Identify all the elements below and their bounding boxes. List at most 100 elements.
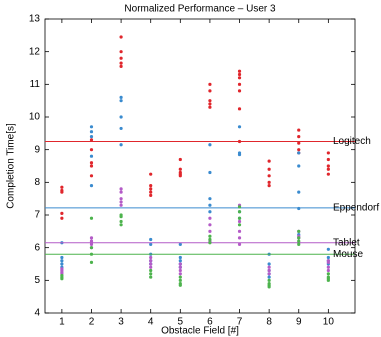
legend-label: Logitech <box>333 136 371 147</box>
x-tick-label: 8 <box>266 317 272 328</box>
data-point <box>89 216 94 220</box>
data-point <box>237 125 242 129</box>
y-tick-label: 12 <box>29 46 41 57</box>
data-point <box>89 260 94 264</box>
data-point <box>237 89 242 93</box>
data-point <box>119 187 123 191</box>
data-point <box>237 107 242 111</box>
y-tick-label: 8 <box>34 177 40 188</box>
data-point <box>208 234 212 238</box>
data-point <box>60 190 64 194</box>
x-tick-label: 4 <box>148 317 154 328</box>
data-point <box>149 272 153 276</box>
y-axis-label: Completion Time[s] <box>6 123 17 209</box>
data-point <box>89 130 94 134</box>
data-point <box>297 128 301 132</box>
data-point <box>178 174 182 178</box>
data-point <box>237 82 242 86</box>
data-point <box>119 215 123 219</box>
data-point <box>119 126 123 131</box>
data-point <box>149 275 153 279</box>
data-point <box>89 161 94 165</box>
data-point <box>326 255 330 260</box>
data-point <box>208 143 212 147</box>
x-tick-label: 2 <box>89 317 95 328</box>
data-point <box>89 246 94 250</box>
data-point <box>208 170 212 175</box>
x-tick-label: 3 <box>118 317 124 328</box>
data-point <box>208 102 212 106</box>
data-point <box>178 275 182 279</box>
data-point <box>119 197 123 201</box>
data-point <box>208 105 212 109</box>
data-point <box>149 242 153 246</box>
data-point <box>267 265 271 269</box>
data-point <box>237 76 242 80</box>
data-point <box>149 193 153 197</box>
data-point <box>178 272 182 276</box>
data-point <box>326 164 330 168</box>
data-point <box>237 210 242 214</box>
x-tick-label: 7 <box>237 317 243 328</box>
y-tick-label: 9 <box>34 144 40 155</box>
data-point <box>208 210 212 214</box>
data-point <box>297 229 301 233</box>
data-point <box>119 223 123 227</box>
data-point <box>178 265 182 269</box>
data-point <box>237 223 242 227</box>
data-point <box>267 184 271 188</box>
data-point <box>89 242 94 246</box>
data-point <box>89 154 94 158</box>
data-point <box>119 95 123 99</box>
data-point <box>208 99 212 103</box>
data-point <box>237 216 242 220</box>
y-tick-label: 10 <box>29 112 41 123</box>
data-point <box>297 190 301 194</box>
data-point <box>326 272 330 276</box>
data-point <box>267 275 271 279</box>
data-point <box>178 157 182 162</box>
data-point <box>326 260 330 264</box>
data-point <box>297 164 301 168</box>
data-point <box>208 203 212 207</box>
data-point <box>149 187 153 191</box>
data-point <box>208 223 212 227</box>
data-point <box>119 64 123 68</box>
data-point <box>149 190 153 194</box>
y-tick-label: 5 <box>34 275 40 286</box>
x-tick-label: 5 <box>178 317 184 328</box>
data-point <box>149 265 153 269</box>
y-tick-label: 11 <box>30 79 41 90</box>
data-point <box>119 200 123 204</box>
data-point <box>297 141 301 145</box>
data-point <box>89 174 94 178</box>
data-point <box>60 185 64 189</box>
data-point <box>119 50 123 54</box>
data-point <box>208 82 212 86</box>
data-point <box>208 89 212 93</box>
data-point <box>326 265 330 269</box>
data-point <box>297 135 301 139</box>
data-point <box>60 277 64 281</box>
data-point <box>297 242 301 246</box>
data-point <box>149 172 153 176</box>
data-point <box>119 61 123 65</box>
data-point <box>237 242 242 246</box>
data-point <box>267 262 271 266</box>
plot-frame <box>44 18 356 314</box>
data-point <box>267 268 271 273</box>
x-tick-label: 9 <box>296 317 302 328</box>
data-point <box>119 143 123 147</box>
chart-title: Normalized Performance – User 3 <box>124 4 276 15</box>
data-point <box>237 139 242 144</box>
data-point <box>208 216 212 220</box>
data-point <box>89 164 94 168</box>
data-point <box>119 219 123 224</box>
data-point <box>89 135 94 139</box>
data-point <box>237 205 242 209</box>
data-point <box>178 242 182 246</box>
data-point <box>178 268 182 273</box>
data-point <box>297 148 301 152</box>
x-tick-label: 6 <box>207 317 213 328</box>
